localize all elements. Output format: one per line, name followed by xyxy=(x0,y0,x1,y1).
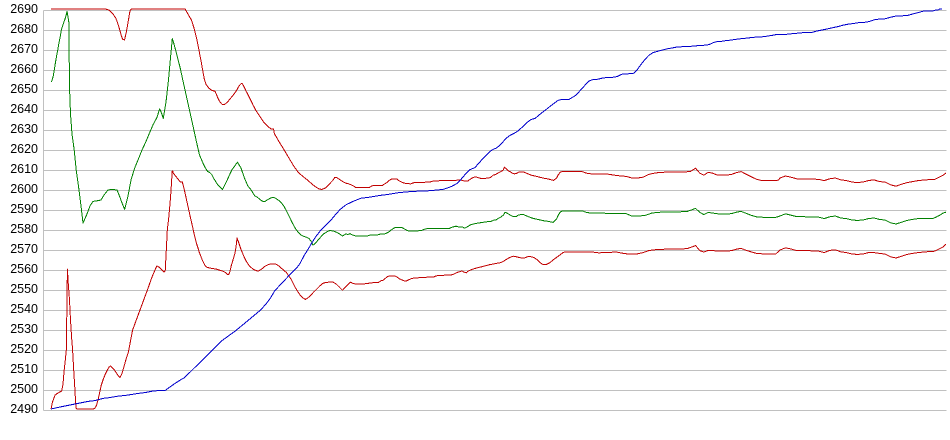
svg-text:2670: 2670 xyxy=(10,42,38,56)
svg-text:2660: 2660 xyxy=(10,62,38,76)
svg-text:2680: 2680 xyxy=(10,22,38,36)
svg-text:2610: 2610 xyxy=(10,162,38,176)
svg-text:2630: 2630 xyxy=(10,122,38,136)
svg-text:2540: 2540 xyxy=(10,302,38,316)
svg-text:2640: 2640 xyxy=(10,102,38,116)
svg-text:2530: 2530 xyxy=(10,322,38,336)
svg-text:2600: 2600 xyxy=(10,182,38,196)
svg-text:2520: 2520 xyxy=(10,342,38,356)
svg-text:2490: 2490 xyxy=(10,402,38,416)
svg-text:2620: 2620 xyxy=(10,142,38,156)
svg-text:2500: 2500 xyxy=(10,382,38,396)
svg-text:2690: 2690 xyxy=(10,2,38,16)
svg-text:2650: 2650 xyxy=(10,82,38,96)
svg-text:2510: 2510 xyxy=(10,362,38,376)
svg-text:2590: 2590 xyxy=(10,202,38,216)
svg-text:2580: 2580 xyxy=(10,222,38,236)
svg-text:2570: 2570 xyxy=(10,242,38,256)
svg-text:2560: 2560 xyxy=(10,262,38,276)
svg-text:2550: 2550 xyxy=(10,282,38,296)
